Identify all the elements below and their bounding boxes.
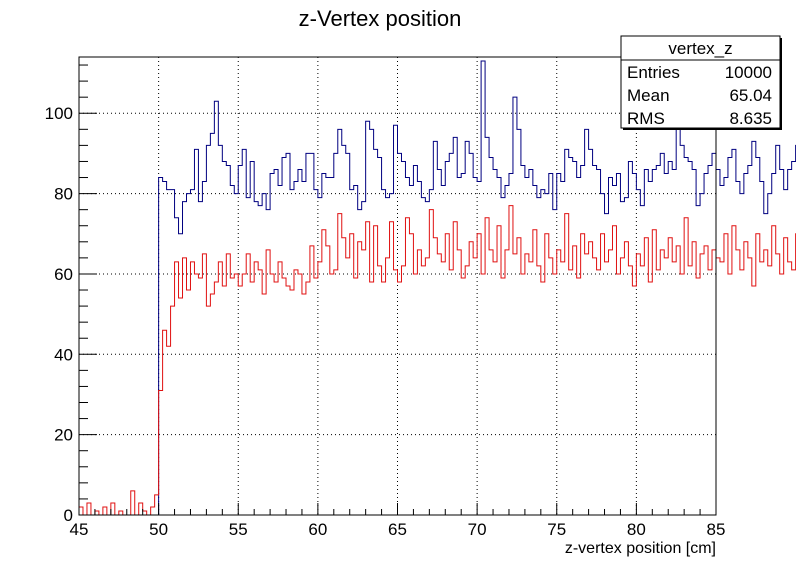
series-2-histogram bbox=[78, 205, 796, 516]
stats-row-value: 65.04 bbox=[729, 86, 772, 105]
x-tick-label: 60 bbox=[308, 520, 327, 539]
y-tick-label: 0 bbox=[64, 506, 73, 525]
y-tick-label: 20 bbox=[54, 426, 73, 445]
x-tick-label: 80 bbox=[627, 520, 646, 539]
series-1-histogram bbox=[79, 60, 796, 516]
chart-title: z-Vertex position bbox=[299, 6, 462, 31]
x-tick-label: 55 bbox=[229, 520, 248, 539]
stats-box-frame bbox=[620, 35, 781, 129]
x-tick-label: 45 bbox=[70, 520, 89, 539]
x-axis-label: z-vertex position [cm] bbox=[565, 540, 716, 557]
x-tick-label: 85 bbox=[707, 520, 726, 539]
series-layer bbox=[78, 60, 796, 516]
stats-row-value: 10000 bbox=[725, 63, 772, 82]
y-tick-label: 60 bbox=[54, 265, 73, 284]
stats-row-label: Mean bbox=[627, 86, 670, 105]
stats-row-label: Entries bbox=[627, 63, 680, 82]
y-axis-ticks: 0 20 40 60 80 100 bbox=[45, 64, 97, 525]
x-tick-label: 70 bbox=[468, 520, 487, 539]
x-tick-label: 65 bbox=[388, 520, 407, 539]
y-tick-label: 40 bbox=[54, 345, 73, 364]
x-tick-label: 50 bbox=[149, 520, 168, 539]
stats-box-title: vertex_z bbox=[668, 39, 732, 58]
x-tick-label: 75 bbox=[547, 520, 566, 539]
stats-row-value: 8.635 bbox=[729, 109, 772, 128]
y-tick-label: 80 bbox=[54, 185, 73, 204]
stats-row-label: RMS bbox=[627, 109, 665, 128]
stats-box: vertex_z Entries 10000 Mean 65.04 RMS 8.635 bbox=[620, 35, 782, 130]
y-tick-label: 100 bbox=[45, 104, 73, 123]
x-axis-ticks: 45 50 55 60 65 70 75 80 85 bbox=[70, 503, 726, 539]
